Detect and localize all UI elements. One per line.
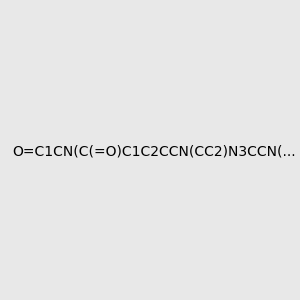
Text: O=C1CN(C(=O)C1C2CCN(CC2)N3CCN(...: O=C1CN(C(=O)C1C2CCN(CC2)N3CCN(...	[12, 145, 296, 158]
